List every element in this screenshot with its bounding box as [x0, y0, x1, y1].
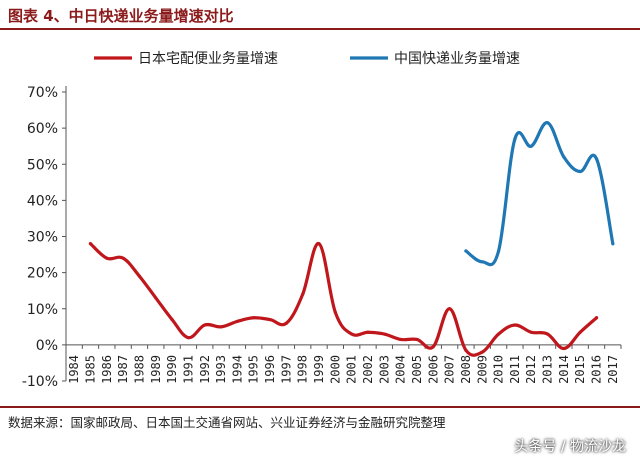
legend-label: 中国快递业务量增速 [394, 51, 520, 67]
data-point [301, 292, 305, 296]
data-point [594, 316, 599, 320]
data-point [137, 274, 142, 278]
series-line-0 [88, 242, 599, 357]
x-tick-label: 2014 [557, 355, 571, 384]
data-point [480, 260, 484, 264]
data-point [415, 337, 419, 342]
data-point [333, 310, 337, 314]
x-tick-label: 2000 [328, 355, 342, 384]
watermark: 头条号 / 物流沙龙 [514, 439, 626, 455]
data-point [88, 242, 93, 246]
y-tick-label: 0% [36, 338, 58, 354]
legend-label: 日本宅配便业务量增速 [138, 51, 278, 67]
data-point [186, 336, 191, 340]
x-tick-label: 1996 [263, 355, 277, 384]
data-point [235, 319, 239, 323]
data-point [252, 316, 256, 320]
data-point [578, 169, 582, 174]
y-tick-label: 40% [27, 193, 58, 209]
data-point [578, 330, 582, 334]
data-point [121, 256, 125, 260]
data-point [464, 348, 468, 352]
data-point [170, 317, 174, 322]
x-tick-label: 2009 [475, 355, 489, 384]
data-point [529, 330, 533, 334]
x-tick-label: 1984 [67, 355, 81, 384]
x-tick-label: 2008 [459, 355, 473, 384]
x-tick-label: 1989 [149, 355, 163, 384]
x-tick-label: 1993 [214, 355, 228, 384]
data-point [545, 332, 550, 336]
x-tick-label: 2013 [541, 355, 555, 384]
x-tick-label: 1988 [132, 355, 146, 384]
data-point [105, 256, 109, 260]
y-tick-label: -10% [22, 374, 58, 390]
data-point [562, 155, 566, 159]
data-point [545, 121, 550, 125]
y-tick-label: 60% [27, 121, 58, 137]
x-tick-label: 1992 [198, 355, 212, 384]
data-point [382, 332, 386, 336]
x-tick-label: 2017 [606, 355, 620, 384]
x-tick-label: 2003 [377, 355, 391, 384]
y-tick-label: 30% [27, 230, 58, 246]
data-point [431, 345, 435, 349]
data-point [513, 323, 517, 327]
x-tick-label: 2016 [590, 355, 604, 384]
legend: 日本宅配便业务量增速 中国快递业务量增速 [94, 51, 520, 67]
x-tick-label: 1985 [83, 355, 97, 384]
y-tick-label: 70% [27, 85, 58, 101]
x-tick-label: 1994 [230, 355, 244, 384]
data-point [154, 296, 158, 300]
x-tick-label: 1997 [279, 355, 293, 384]
data-point [268, 317, 272, 322]
x-tick-label: 2012 [524, 355, 538, 384]
source-rule [0, 406, 640, 408]
x-tick-label: 1987 [116, 355, 130, 384]
data-point [611, 242, 615, 246]
series-line-1 [464, 121, 615, 267]
x-tick-label: 2011 [508, 355, 522, 384]
x-tick-label: 2006 [426, 355, 440, 384]
data-point [399, 337, 403, 342]
data-point [317, 242, 321, 246]
y-tick-label: 20% [27, 266, 58, 282]
data-point [496, 249, 501, 253]
data-point [350, 332, 354, 336]
chart-title: 图表 4、中日快递业务量增速对比 [8, 7, 234, 25]
chart-canvas: 日本宅配便业务量增速 中国快递业务量增速 70% 60% 50% 40% 30% 20% 10… [22, 51, 622, 390]
data-point [496, 332, 501, 336]
x-tick-label: 1991 [181, 355, 195, 384]
source-note: 数据来源：国家邮政局、日本国土交通省网站、兴业证券经济与金融研究院整理 [8, 415, 446, 430]
data-point [562, 346, 566, 351]
data-point [448, 307, 452, 311]
y-tick-label: 10% [27, 302, 58, 318]
x-tick-label: 2001 [345, 355, 359, 384]
x-tick-label: 1998 [296, 355, 310, 384]
x-tick-label: 2007 [443, 355, 457, 384]
data-point [594, 157, 599, 161]
data-point [366, 330, 370, 334]
data-point [203, 323, 207, 327]
data-point [219, 325, 223, 329]
data-point [513, 137, 517, 141]
x-tick-label: 2010 [492, 355, 506, 384]
x-tick-label: 1999 [312, 355, 326, 384]
data-point [464, 249, 468, 253]
y-tick-label: 50% [27, 157, 58, 173]
data-point [284, 321, 288, 325]
x-tick-label: 1995 [247, 355, 261, 384]
axes: 70%60%50%40%30%20%10%0%-10% 1984 1985 1986 1… [22, 85, 622, 390]
x-tick-label: 1990 [165, 355, 179, 384]
x-tick-label: 2015 [573, 355, 587, 384]
x-tick-label: 2005 [410, 355, 424, 384]
series-lines [88, 121, 615, 357]
x-tick-label: 2002 [361, 355, 375, 384]
x-tick-label: 2004 [394, 355, 408, 384]
data-point [529, 144, 533, 148]
title-rule [0, 28, 640, 30]
data-point [480, 350, 484, 354]
x-tick-label: 1986 [100, 355, 114, 384]
